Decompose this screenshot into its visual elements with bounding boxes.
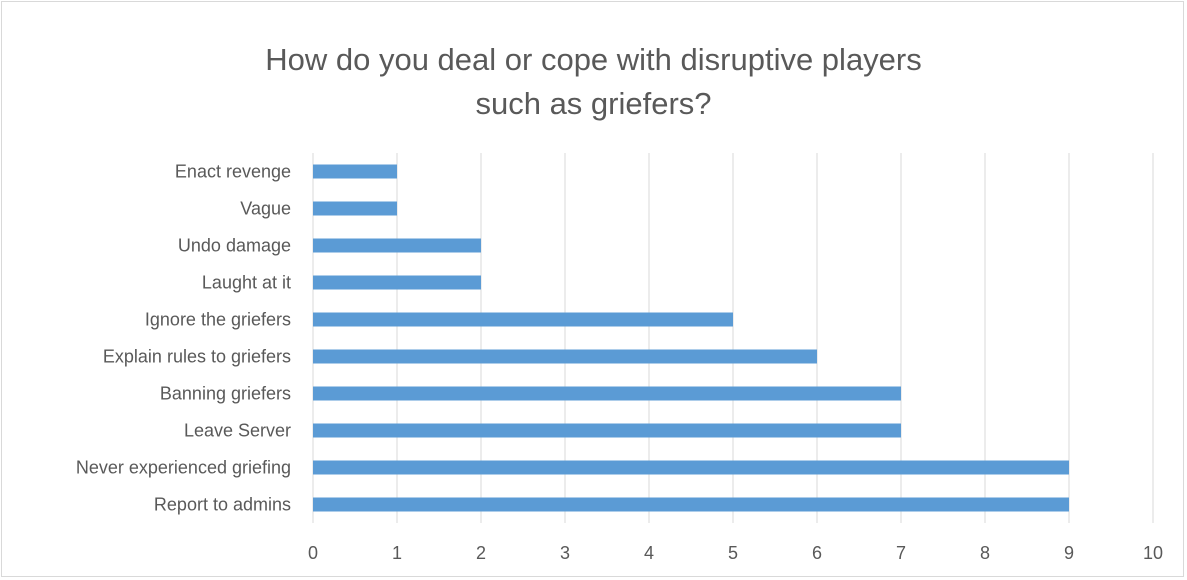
bar-9 [313, 164, 397, 179]
category-label-4: Explain rules to griefers [103, 347, 291, 367]
bar-8 [313, 201, 397, 216]
category-label-5: Ignore the griefers [145, 310, 291, 330]
category-label-3: Banning griefers [160, 384, 291, 404]
bar-1 [313, 460, 1069, 475]
x-tick-label-3: 3 [560, 543, 570, 563]
x-tick-label-1: 1 [392, 543, 402, 563]
x-tick-label-7: 7 [896, 543, 906, 563]
category-label-9: Enact revenge [175, 162, 291, 182]
bar-4 [313, 349, 817, 364]
category-label-8: Vague [240, 199, 291, 219]
category-label-0: Report to admins [154, 495, 291, 515]
x-tick-label-6: 6 [812, 543, 822, 563]
x-tick-label-0: 0 [308, 543, 318, 563]
x-tick-label-5: 5 [728, 543, 738, 563]
category-label-7: Undo damage [178, 236, 291, 256]
bar-7 [313, 238, 481, 253]
bar-2 [313, 423, 901, 438]
category-label-1: Never experienced griefing [76, 458, 291, 478]
bar-6 [313, 275, 481, 290]
bar-0 [313, 497, 1069, 512]
bars [313, 164, 1069, 512]
x-tick-label-8: 8 [980, 543, 990, 563]
x-tick-label-4: 4 [644, 543, 654, 563]
category-labels: Report to admins Never experienced griefi… [76, 162, 291, 515]
x-tick-label-10: 10 [1143, 543, 1163, 563]
category-label-6: Laught at it [202, 273, 291, 293]
category-label-2: Leave Server [184, 421, 291, 441]
bar-3 [313, 386, 901, 401]
x-tick-labels: 0 1 2 3 4 5 6 7 8 9 10 [308, 543, 1163, 563]
x-tick-label-2: 2 [476, 543, 486, 563]
x-tick-label-9: 9 [1064, 543, 1074, 563]
chart-title: How do you deal or cope with disruptive … [265, 42, 922, 121]
bar-5 [313, 312, 733, 327]
